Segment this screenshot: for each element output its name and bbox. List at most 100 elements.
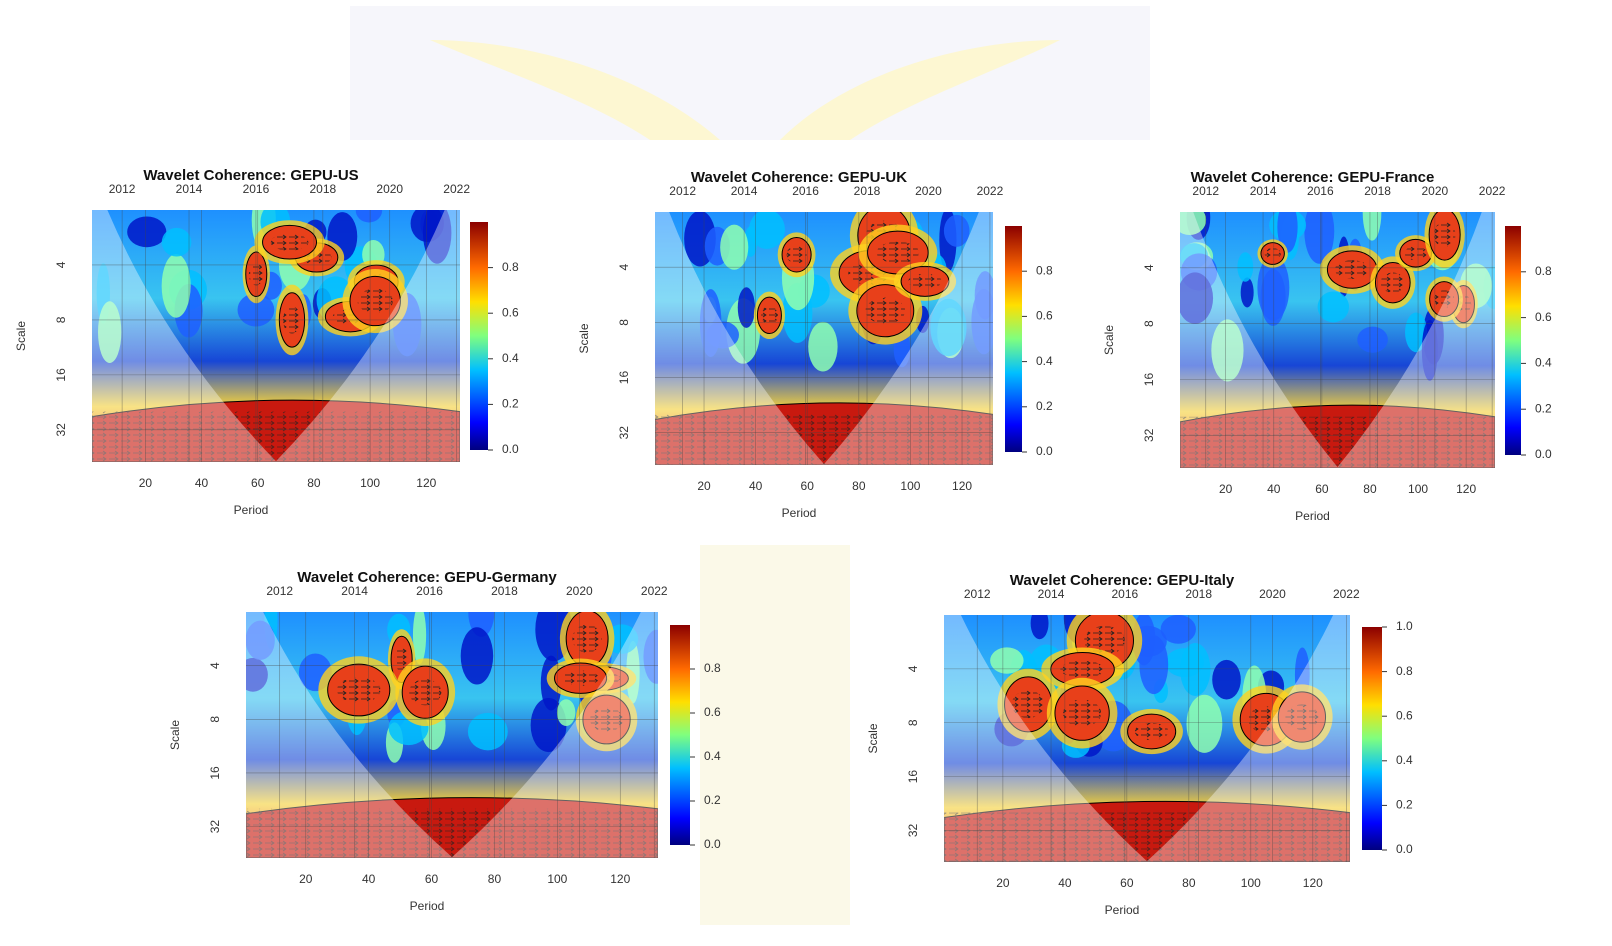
cool-patch (944, 215, 970, 247)
chart-title: Wavelet Coherence: GEPU-US (143, 167, 358, 184)
cool-patch (162, 254, 191, 318)
colorbar-tick-label: 0.2 (704, 793, 721, 807)
x-tick-label: 20 (1219, 482, 1233, 496)
phase-arrows (1264, 248, 1280, 259)
y-tick-label: 16 (1142, 373, 1156, 387)
cool-patch (356, 198, 382, 222)
y-tick-label: 8 (1142, 320, 1156, 327)
phase-arrows (1434, 222, 1456, 247)
cool-patch (557, 699, 575, 726)
colorbar-tick-label: 0.2 (1535, 401, 1552, 415)
x-axis-label: Period (1105, 903, 1140, 917)
colorbar-tick-label: 0.8 (1396, 664, 1413, 678)
colorbar-tick-label: 0.8 (502, 260, 519, 274)
top-tick-label: 2018 (854, 184, 881, 198)
colorbar-tick-label: 0.0 (1535, 447, 1552, 461)
x-tick-label: 100 (1241, 876, 1261, 890)
colorbar (670, 625, 690, 845)
colorbar-tick-label: 0.6 (1396, 708, 1413, 722)
y-axis-label: Scale (577, 323, 591, 353)
x-tick-label: 60 (1315, 482, 1329, 496)
colorbar-tick-label: 0.2 (1396, 798, 1413, 812)
x-tick-label: 20 (139, 476, 153, 490)
wavelet-panel: 2040608010012020122014201620182020202248… (866, 572, 1413, 917)
x-tick-label: 120 (952, 479, 972, 493)
x-tick-label: 80 (1182, 876, 1196, 890)
phase-arrows (271, 234, 309, 251)
colorbar-tick-label: 0.0 (704, 837, 721, 851)
top-tick-label: 2016 (243, 182, 270, 196)
phase-arrows (249, 263, 264, 285)
colorbar-tick-label: 0.6 (1036, 309, 1053, 323)
x-tick-label: 40 (1058, 876, 1072, 890)
x-tick-label: 60 (1120, 876, 1134, 890)
cool-patch (461, 627, 493, 684)
page: 2040608010012020122014201620182020202248… (0, 0, 1612, 946)
phase-arrows (1381, 273, 1405, 293)
top-tick-label: 2020 (1259, 587, 1286, 601)
y-tick-label: 16 (617, 371, 631, 385)
top-tick-label: 2016 (416, 584, 443, 598)
colorbar-tick-label: 0.4 (1535, 356, 1552, 370)
top-tick-label: 2014 (731, 184, 758, 198)
cool-patch (1031, 607, 1049, 639)
cool-patch (127, 216, 166, 247)
x-tick-label: 40 (1267, 482, 1281, 496)
colorbar-tick-label: 0.4 (704, 749, 721, 763)
y-tick-label: 32 (1142, 428, 1156, 442)
y-axis-label: Scale (168, 720, 182, 750)
y-tick-label: 4 (208, 662, 222, 669)
x-tick-label: 80 (488, 872, 502, 886)
cool-patch (1180, 643, 1210, 696)
phase-arrows (1135, 723, 1169, 740)
x-tick-label: 20 (697, 479, 711, 493)
y-tick-label: 8 (617, 319, 631, 326)
y-tick-label: 32 (617, 426, 631, 440)
phase-arrows (786, 246, 806, 263)
cool-patch (1241, 277, 1254, 307)
chart-title: Wavelet Coherence: GEPU-Germany (297, 569, 557, 586)
y-tick-label: 8 (54, 316, 68, 323)
cool-patch (162, 228, 192, 257)
top-tick-label: 2014 (176, 182, 203, 196)
y-tick-label: 32 (54, 423, 68, 437)
top-tick-label: 2018 (491, 584, 518, 598)
colorbar-tick-label: 0.0 (1036, 444, 1053, 458)
y-tick-label: 16 (906, 770, 920, 784)
top-tick-label: 2022 (977, 184, 1004, 198)
x-tick-label: 120 (610, 872, 630, 886)
colorbar (470, 222, 488, 450)
x-tick-label: 80 (307, 476, 321, 490)
top-tick-label: 2018 (1185, 587, 1212, 601)
coherence-field (655, 197, 996, 465)
top-tick-label: 2014 (341, 584, 368, 598)
x-tick-label: 20 (299, 872, 313, 886)
y-tick-label: 4 (54, 261, 68, 268)
phase-arrows (865, 298, 905, 324)
wavelet-panel: 2040608010012020122014201620182020202248… (577, 169, 1053, 520)
phase-arrows (572, 625, 601, 653)
x-tick-label: 40 (195, 476, 209, 490)
x-axis-label: Period (782, 506, 817, 520)
colorbar-tick-label: 1.0 (1396, 619, 1413, 633)
x-axis-label: Period (1295, 509, 1330, 523)
x-axis-label: Period (410, 899, 445, 913)
phase-arrows (337, 677, 381, 703)
y-tick-label: 8 (906, 719, 920, 726)
x-tick-label: 80 (852, 479, 866, 493)
top-tick-label: 2012 (109, 182, 136, 196)
top-tick-label: 2016 (1307, 184, 1334, 198)
cool-patch (468, 713, 508, 751)
top-tick-label: 2022 (443, 182, 470, 196)
wavelet-panel: 2040608010012020122014201620182020202248… (168, 569, 721, 913)
x-tick-label: 120 (1456, 482, 1476, 496)
y-tick-label: 8 (208, 716, 222, 723)
x-tick-label: 60 (425, 872, 439, 886)
x-tick-label: 100 (900, 479, 920, 493)
chart-title: Wavelet Coherence: GEPU-France (1191, 169, 1435, 186)
cool-patch (808, 322, 837, 372)
top-tick-label: 2022 (641, 584, 668, 598)
x-tick-label: 120 (416, 476, 436, 490)
top-tick-label: 2018 (309, 182, 336, 196)
